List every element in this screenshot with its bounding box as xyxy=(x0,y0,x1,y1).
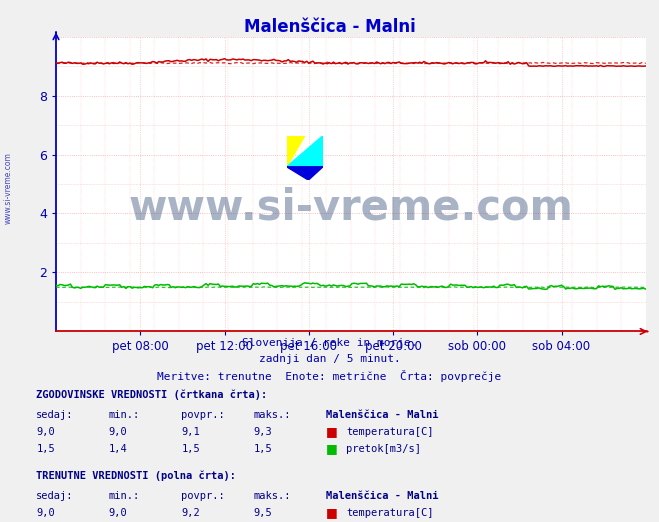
Text: 1,4: 1,4 xyxy=(109,444,127,454)
Text: ZGODOVINSKE VREDNOSTI (črtkana črta):: ZGODOVINSKE VREDNOSTI (črtkana črta): xyxy=(36,389,268,400)
Text: min.:: min.: xyxy=(109,491,140,501)
Text: sedaj:: sedaj: xyxy=(36,491,74,501)
Text: povpr.:: povpr.: xyxy=(181,491,225,501)
Text: www.si-vreme.com: www.si-vreme.com xyxy=(3,152,13,224)
Text: Slovenija / reke in morje.: Slovenija / reke in morje. xyxy=(242,338,417,348)
Text: min.:: min.: xyxy=(109,410,140,420)
Text: Malenščica - Malni: Malenščica - Malni xyxy=(326,410,439,420)
Text: sedaj:: sedaj: xyxy=(36,410,74,420)
Text: pretok[m3/s]: pretok[m3/s] xyxy=(346,444,421,454)
Text: ■: ■ xyxy=(326,442,338,455)
Text: 9,0: 9,0 xyxy=(109,508,127,518)
Text: 1,5: 1,5 xyxy=(36,444,55,454)
Text: temperatura[C]: temperatura[C] xyxy=(346,427,434,437)
Text: 9,5: 9,5 xyxy=(254,508,272,518)
Text: Malenščica - Malni: Malenščica - Malni xyxy=(326,491,439,501)
Text: zadnji dan / 5 minut.: zadnji dan / 5 minut. xyxy=(258,354,401,364)
Text: ■: ■ xyxy=(326,506,338,519)
Polygon shape xyxy=(287,136,323,167)
Text: 9,0: 9,0 xyxy=(36,427,55,437)
Text: Malenščica - Malni: Malenščica - Malni xyxy=(244,18,415,36)
Text: 9,0: 9,0 xyxy=(36,508,55,518)
Text: maks.:: maks.: xyxy=(254,491,291,501)
Text: 9,1: 9,1 xyxy=(181,427,200,437)
Text: 9,0: 9,0 xyxy=(109,427,127,437)
Text: Meritve: trenutne  Enote: metrične  Črta: povprečje: Meritve: trenutne Enote: metrične Črta: … xyxy=(158,370,501,382)
Text: 1,5: 1,5 xyxy=(254,444,272,454)
Text: www.si-vreme.com: www.si-vreme.com xyxy=(129,186,573,229)
Text: 9,2: 9,2 xyxy=(181,508,200,518)
Text: 9,3: 9,3 xyxy=(254,427,272,437)
Text: TRENUTNE VREDNOSTI (polna črta):: TRENUTNE VREDNOSTI (polna črta): xyxy=(36,470,236,481)
Text: maks.:: maks.: xyxy=(254,410,291,420)
Polygon shape xyxy=(287,167,323,180)
Text: temperatura[C]: temperatura[C] xyxy=(346,508,434,518)
Text: 1,5: 1,5 xyxy=(181,444,200,454)
Text: povpr.:: povpr.: xyxy=(181,410,225,420)
Text: ■: ■ xyxy=(326,425,338,438)
Polygon shape xyxy=(287,136,304,167)
